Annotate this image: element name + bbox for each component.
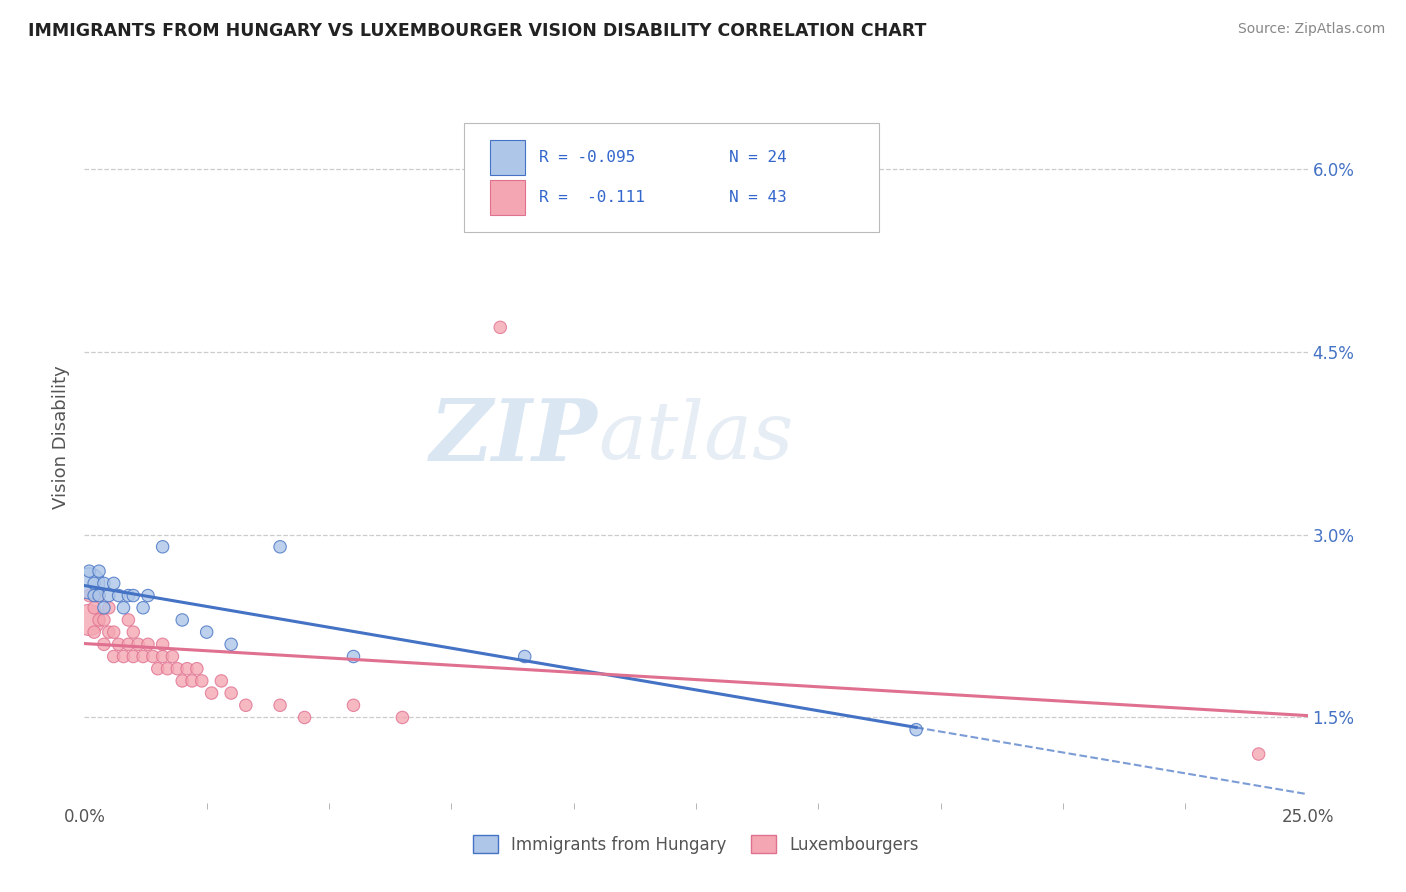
- Point: [513, 649, 536, 664]
- Point: [77, 589, 100, 603]
- Point: [342, 698, 364, 713]
- Point: [209, 673, 232, 688]
- Point: [112, 649, 135, 664]
- Point: [269, 540, 291, 554]
- Point: [87, 613, 110, 627]
- Point: [93, 600, 115, 615]
- FancyBboxPatch shape: [491, 140, 524, 175]
- Point: [152, 540, 174, 554]
- Point: [117, 637, 139, 651]
- Point: [77, 564, 100, 578]
- Point: [186, 662, 208, 676]
- Legend: Immigrants from Hungary, Luxembourgers: Immigrants from Hungary, Luxembourgers: [465, 829, 927, 860]
- Point: [156, 662, 179, 676]
- Point: [132, 649, 155, 664]
- Point: [195, 625, 218, 640]
- Point: [166, 662, 188, 676]
- Point: [294, 710, 316, 724]
- FancyBboxPatch shape: [491, 179, 524, 215]
- Point: [142, 649, 165, 664]
- Point: [93, 613, 115, 627]
- Point: [391, 710, 413, 724]
- Text: Source: ZipAtlas.com: Source: ZipAtlas.com: [1237, 22, 1385, 37]
- Text: N = 24: N = 24: [728, 150, 787, 165]
- Point: [489, 320, 512, 334]
- Point: [83, 576, 105, 591]
- Point: [77, 613, 100, 627]
- Point: [162, 649, 184, 664]
- Point: [83, 589, 105, 603]
- Point: [342, 649, 364, 664]
- Point: [172, 613, 194, 627]
- Point: [191, 673, 214, 688]
- Point: [97, 600, 120, 615]
- Point: [122, 649, 145, 664]
- Point: [97, 625, 120, 640]
- Point: [87, 589, 110, 603]
- Point: [1247, 747, 1270, 761]
- Text: R = -0.095: R = -0.095: [540, 150, 636, 165]
- Point: [905, 723, 928, 737]
- Point: [269, 698, 291, 713]
- Point: [97, 589, 120, 603]
- Text: R =  -0.111: R = -0.111: [540, 190, 645, 204]
- Point: [132, 600, 155, 615]
- Point: [152, 649, 174, 664]
- Point: [235, 698, 257, 713]
- Point: [172, 673, 194, 688]
- Point: [93, 576, 115, 591]
- Point: [117, 589, 139, 603]
- Point: [87, 589, 110, 603]
- Point: [93, 637, 115, 651]
- Point: [136, 589, 159, 603]
- Text: atlas: atlas: [598, 399, 793, 475]
- Text: N = 43: N = 43: [728, 190, 787, 204]
- Point: [107, 589, 129, 603]
- Text: IMMIGRANTS FROM HUNGARY VS LUXEMBOURGER VISION DISABILITY CORRELATION CHART: IMMIGRANTS FROM HUNGARY VS LUXEMBOURGER …: [28, 22, 927, 40]
- FancyBboxPatch shape: [464, 122, 880, 232]
- Point: [83, 625, 105, 640]
- Point: [107, 637, 129, 651]
- Point: [127, 637, 149, 651]
- Point: [103, 576, 125, 591]
- Point: [117, 613, 139, 627]
- Text: ZIP: ZIP: [430, 395, 598, 479]
- Point: [219, 686, 242, 700]
- Point: [152, 637, 174, 651]
- Point: [103, 649, 125, 664]
- Point: [219, 637, 242, 651]
- Point: [103, 625, 125, 640]
- Point: [181, 673, 204, 688]
- Point: [83, 600, 105, 615]
- Point: [112, 600, 135, 615]
- Point: [77, 576, 100, 591]
- Point: [176, 662, 198, 676]
- Point: [146, 662, 169, 676]
- Point: [122, 589, 145, 603]
- Y-axis label: Vision Disability: Vision Disability: [52, 365, 70, 509]
- Point: [122, 625, 145, 640]
- Point: [200, 686, 222, 700]
- Point: [87, 564, 110, 578]
- Point: [136, 637, 159, 651]
